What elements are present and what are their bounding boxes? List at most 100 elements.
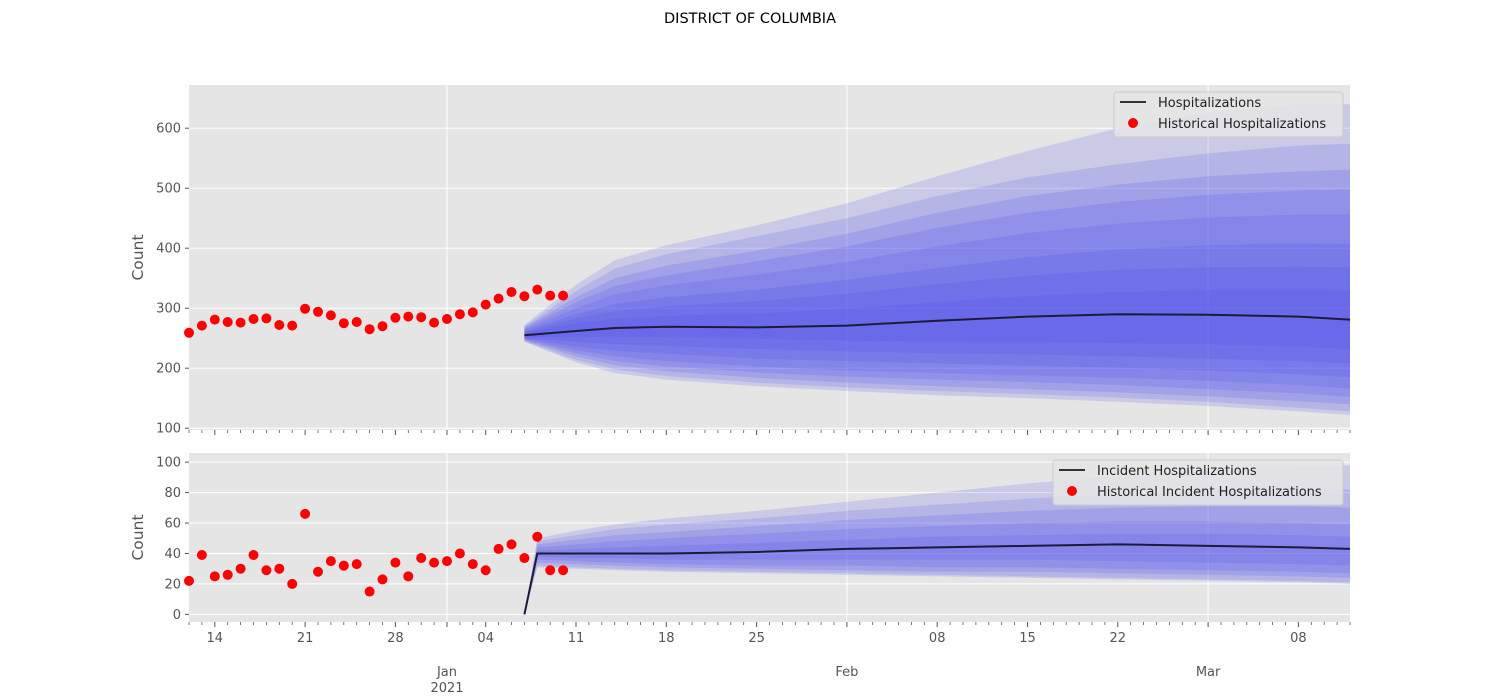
x-tick-label: 21 (297, 631, 314, 646)
historical-point (209, 571, 220, 582)
x-year-label: 2021 (430, 681, 463, 696)
x-tick-label: 18 (658, 631, 675, 646)
forecast-band-4 (524, 489, 1350, 615)
historical-point (506, 287, 517, 297)
historical-point (325, 310, 336, 321)
historical-point (313, 566, 323, 577)
x-tick-label: 28 (387, 631, 404, 646)
y-axis-label: Count (129, 514, 147, 560)
historical-point (313, 306, 323, 317)
x-tick-label: 15 (1019, 631, 1036, 646)
historical-point (248, 550, 259, 561)
legend-label-historical: Historical Incident Hospitalizations (1097, 485, 1322, 500)
plot-area (189, 85, 1350, 430)
y-tick-label: 300 (156, 302, 181, 317)
historical-point (429, 557, 440, 568)
x-tick-label: 04 (477, 631, 494, 646)
historical-point (274, 320, 285, 330)
legend-label-forecast: Hospitalizations (1158, 96, 1261, 111)
x-month-label: Mar (1196, 665, 1221, 680)
legend-label-historical: Historical Hospitalizations (1158, 117, 1326, 132)
forecast-median-line (523, 543, 1350, 615)
historical-point (274, 563, 285, 574)
legend-dot-swatch (1067, 486, 1077, 496)
x-tick-label: 25 (748, 631, 765, 646)
forecast-bands (524, 104, 1350, 415)
forecast-band-1 (524, 290, 1350, 349)
figure-title: DISTRICT OF COLUMBIA (664, 11, 836, 27)
historical-point (209, 314, 220, 325)
historical-point (442, 314, 452, 324)
historical-point (429, 317, 440, 328)
historical-point (416, 553, 427, 564)
historical-point (454, 548, 465, 559)
y-tick-label: 100 (156, 422, 181, 437)
legend: Incident Hospitalizations Historical Inci… (1052, 459, 1344, 506)
historical-point (184, 575, 194, 586)
historical-point (545, 565, 556, 576)
historical-point (377, 321, 388, 332)
y-tick-label: 500 (156, 182, 181, 197)
historical-point (390, 557, 401, 568)
historical-point (325, 556, 336, 567)
forecast-band-7 (524, 143, 1350, 412)
historical-point (196, 550, 207, 561)
historical-point (248, 314, 259, 324)
historical-point (261, 565, 272, 576)
y-tick-label: 40 (164, 547, 181, 562)
historical-point (558, 565, 569, 576)
historical-point (300, 303, 311, 314)
historical-point (480, 565, 491, 576)
historical-point (519, 291, 530, 302)
y-tick-label: 100 (156, 456, 181, 471)
historical-point (467, 307, 478, 318)
y-tick-label: 60 (164, 517, 181, 532)
historical-point (493, 293, 504, 304)
forecast-band-6 (524, 169, 1350, 405)
historical-point (222, 569, 233, 580)
hospitalizations-panel: 100200300400500600CountHospitalizationsH… (129, 85, 1351, 437)
historical-point (184, 327, 194, 338)
historical-point (351, 559, 362, 570)
historical-point (390, 312, 401, 323)
forecast-band-4 (524, 214, 1350, 389)
historical-point (442, 556, 452, 567)
historical-point (235, 317, 246, 328)
historical-point (287, 320, 298, 331)
historical-point (287, 578, 298, 589)
incident-hospitalizations-panel: 0 20 40 60 80 100 Count Incident Hospitalizatio… (129, 453, 1351, 627)
historical-point (532, 284, 543, 295)
historical-point (467, 559, 478, 570)
legend-box (1052, 459, 1344, 506)
y-tick-label: 80 (164, 486, 181, 501)
legend-box (1113, 91, 1344, 138)
y-tick-label: 200 (156, 362, 181, 377)
historical-point (351, 317, 362, 327)
legend-dot-swatch (1128, 118, 1138, 128)
forecast-band-3 (524, 506, 1350, 615)
historical-point (377, 574, 388, 585)
historical-point (532, 531, 543, 542)
y-tick-label: 600 (156, 122, 181, 137)
x-month-label: Jan (436, 665, 457, 680)
x-tick-label: 11 (568, 631, 585, 646)
x-tick-label: 08 (929, 631, 946, 646)
historical-point (545, 290, 556, 301)
historical-point (558, 290, 569, 301)
y-tick-label: 0 (173, 608, 181, 623)
historical-point (493, 543, 504, 554)
historical-point (454, 309, 465, 320)
historical-point (364, 324, 375, 335)
historical-point (416, 312, 427, 323)
historical-point (261, 313, 272, 324)
historical-point (403, 311, 414, 322)
x-tick-label: 08 (1290, 631, 1307, 646)
historical-point (338, 560, 349, 571)
historical-point (403, 571, 414, 582)
forecast-band-3 (524, 243, 1350, 378)
historical-point (364, 586, 375, 597)
x-month-label: Feb (835, 665, 858, 680)
legend: Hospitalizations Historical Hospitalizati… (1113, 91, 1344, 138)
